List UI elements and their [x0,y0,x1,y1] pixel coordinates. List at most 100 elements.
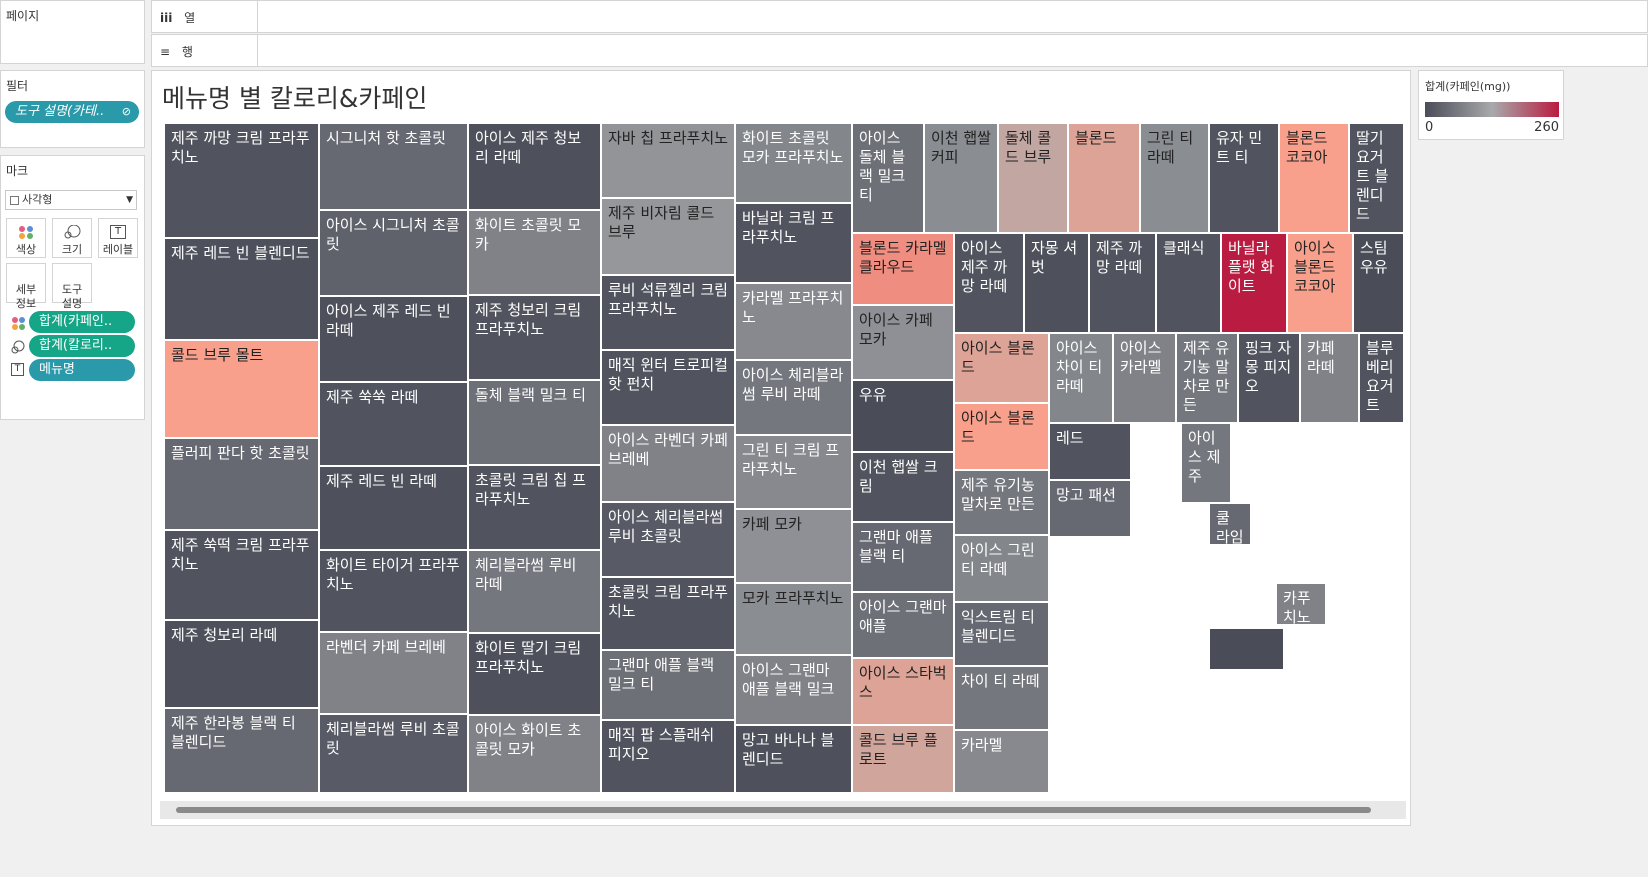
treemap-cell[interactable]: 루비 석류젤리 크림 프라푸치노 [601,275,735,350]
treemap-cell[interactable]: 레드 [1049,423,1131,480]
treemap-cell[interactable]: 화이트 초콜릿 모카 [468,210,601,295]
tooltip-button[interactable]: 도구 설명 [52,263,92,310]
treemap-cell[interactable]: 아이스 돌체 블랙 밀크 티 [852,123,924,233]
treemap-cell[interactable]: 카페 라떼 [1300,333,1359,423]
treemap-cell[interactable]: 제주 비자림 콜드 브루 [601,198,735,275]
treemap[interactable]: 제주 까망 크림 프라푸치노 제주 레드 빈 블렌디드 콜드 브루 몰트 플러피 판다… [164,123,1404,793]
treemap-cell[interactable]: 카라멜 프라푸치노 [735,283,852,360]
treemap-cell[interactable]: 돌체 블랙 밀크 티 [468,380,601,465]
treemap-cell[interactable]: 그린 티 라떼 [1140,123,1209,233]
treemap-cell[interactable]: 제주 유기농 말차로 만든 [1176,333,1238,423]
treemap-cell[interactable]: 제주 유기농 말차로 만든 [954,470,1049,535]
treemap-cell[interactable]: 아이스 그랜마 애플 [852,592,954,658]
rows-shelf[interactable]: ≡ 행 [151,34,1648,67]
treemap-cell[interactable]: 망고 패션 [1049,480,1131,537]
treemap-cell[interactable]: 카페 모카 [735,509,852,583]
treemap-cell[interactable]: 아이스 차이 티 라떼 [1049,333,1113,423]
treemap-cell[interactable]: 아이스 제주 [1181,423,1231,503]
treemap-cell[interactable]: 라벤더 카페 브레베 [319,632,468,714]
treemap-cell-label: 매직 팝 스플래쉬 피지오 [608,726,715,763]
treemap-cell[interactable]: 체리블라썸 루비 초콜릿 [319,714,468,793]
treemap-cell[interactable]: 아이스 카라멜 [1113,333,1176,423]
treemap-cell[interactable]: 콜드 브루 플로트 [852,725,954,793]
mark-type-dropdown[interactable]: 사각형 ▼ [5,190,137,210]
treemap-cell[interactable]: 제주 청보리 크림 프라푸치노 [468,295,601,380]
treemap-cell[interactable]: 아이스 제주 레드 빈 라떼 [319,296,468,382]
treemap-cell[interactable]: 이천 햅쌀 커피 [924,123,998,233]
columns-shelf[interactable]: iii 열 [151,0,1648,33]
treemap-cell[interactable]: 바닐라 크림 프라푸치노 [735,203,852,283]
treemap-cell[interactable]: 화이트 초콜릿 모카 프라푸치노 [735,123,852,203]
treemap-cell[interactable]: 그랜마 애플 블랙 티 [852,522,954,592]
scrollbar-thumb[interactable] [176,807,1371,813]
treemap-cell[interactable]: 제주 레드 빈 라떼 [319,466,468,550]
treemap-cell[interactable]: 딸기 요거트 블렌디드 [1349,123,1404,233]
color-button[interactable]: 색상 [6,218,46,258]
color-legend[interactable]: 합계(카페인(mg)) 0 260 [1418,70,1564,140]
treemap-cell[interactable]: 제주 한라봉 블랙 티 블렌디드 [164,708,319,793]
treemap-cell[interactable]: 화이트 딸기 크림 프라푸치노 [468,633,601,715]
color-field-pill[interactable]: 합계(카페인.. [29,311,135,333]
treemap-cell[interactable]: 쿨 라임 [1209,503,1251,545]
treemap-cell[interactable]: 카푸치노 [1276,583,1326,625]
treemap-cell[interactable]: 아이스 그린 티 라떼 [954,535,1049,602]
treemap-cell[interactable]: 망고 바나나 블렌디드 [735,725,852,793]
treemap-cell[interactable]: 제주 까망 라떼 [1089,233,1156,333]
treemap-cell[interactable]: 아이스 화이트 초콜릿 모카 [468,715,601,793]
treemap-cell[interactable]: 블론드 코코아 [1279,123,1349,233]
treemap-cell[interactable]: 아이스 블론드 코코아 [1287,233,1353,333]
treemap-cell[interactable]: 제주 쑥떡 크림 프라푸치노 [164,530,319,620]
size-field-pill[interactable]: 합계(칼로리.. [29,335,135,357]
treemap-cell[interactable]: 아이스 시그니처 초콜릿 [319,210,468,296]
treemap-cell[interactable]: 이천 햅쌀 크림 [852,452,954,522]
treemap-cell[interactable]: 제주 청보리 라떼 [164,620,319,708]
treemap-cell[interactable]: 화이트 타이거 프라푸치노 [319,550,468,632]
treemap-cell[interactable]: 제주 까망 크림 프라푸치노 [164,123,319,238]
treemap-cell[interactable]: 콜드 브루 몰트 [164,340,319,438]
filter-pill[interactable]: 도구 설명(카테.. ⊘ [5,101,139,123]
treemap-cell[interactable]: 아이스 제주 까망 라떼 [954,233,1024,333]
treemap-cell[interactable]: 자몽 셔벗 [1024,233,1089,333]
treemap-cell[interactable]: 제주 쑥쑥 라떼 [319,382,468,466]
treemap-cell[interactable]: 그린 티 크림 프라푸치노 [735,435,852,509]
treemap-cell[interactable]: 체리블라썸 루비 라떼 [468,550,601,633]
treemap-cell[interactable]: 아이스 체리블라썸 루비 초콜릿 [601,502,735,577]
label-button[interactable]: T 레이블 [98,218,138,258]
treemap-cell[interactable]: 초콜릿 크림 프라푸치노 [601,577,735,650]
treemap-cell[interactable]: 아이스 블론드 [954,333,1049,403]
treemap-cell[interactable]: 아이스 카페 모카 [852,305,954,380]
treemap-cell[interactable]: 모카 프라푸치노 [735,583,852,655]
treemap-cell[interactable]: 시그니처 핫 초콜릿 [319,123,468,210]
treemap-cell[interactable]: 그랜마 애플 블랙 밀크 티 [601,650,735,720]
treemap-cell[interactable]: 아이스 체리블라썸 루비 라떼 [735,360,852,435]
size-button[interactable]: 크기 [52,218,92,258]
treemap-cell[interactable]: 블론드 카라멜 클라우드 [852,233,954,305]
treemap-cell[interactable]: 아이스 그랜마 애플 블랙 밀크 [735,655,852,725]
treemap-cell[interactable]: 핑크 자몽 피지오 [1238,333,1300,423]
treemap-cell[interactable]: 플러피 판다 핫 초콜릿 [164,438,319,530]
treemap-cell[interactable]: 자바 칩 프라푸치노 [601,123,735,198]
treemap-cell[interactable] [1209,628,1284,670]
treemap-cell[interactable]: 카라멜 [954,730,1049,793]
treemap-cell[interactable]: 아이스 스타벅스 [852,658,954,725]
treemap-cell[interactable]: 익스트림 티 블렌디드 [954,602,1049,666]
treemap-cell[interactable]: 아이스 블론드 [954,403,1049,470]
treemap-cell[interactable]: 아이스 제주 청보리 라떼 [468,123,601,210]
treemap-cell[interactable]: 우유 [852,380,954,452]
treemap-cell[interactable]: 초콜릿 크림 칩 프라푸치노 [468,465,601,550]
treemap-cell[interactable]: 제주 레드 빈 블렌디드 [164,238,319,340]
detail-button[interactable]: 세부 정보 [6,263,46,310]
treemap-cell[interactable]: 블론드 [1068,123,1140,233]
treemap-cell[interactable]: 차이 티 라떼 [954,666,1049,730]
treemap-cell[interactable]: 매직 팝 스플래쉬 피지오 [601,720,735,793]
treemap-cell[interactable]: 돌체 콜드 브루 [998,123,1068,233]
treemap-cell[interactable]: 유자 민트 티 [1209,123,1279,233]
treemap-cell[interactable]: 아이스 라벤더 카페 브레베 [601,425,735,502]
horizontal-scrollbar[interactable] [160,801,1406,819]
treemap-cell[interactable]: 바닐라 플랫 화이트 [1221,233,1287,333]
treemap-cell[interactable]: 스팀 우유 [1353,233,1404,333]
treemap-cell[interactable]: 클래식 [1156,233,1221,333]
treemap-cell[interactable]: 매직 윈터 트로피컬 핫 펀치 [601,350,735,425]
treemap-cell[interactable]: 블루베리 요거트 [1359,333,1404,423]
label-field-pill[interactable]: 메뉴명 [29,359,135,381]
